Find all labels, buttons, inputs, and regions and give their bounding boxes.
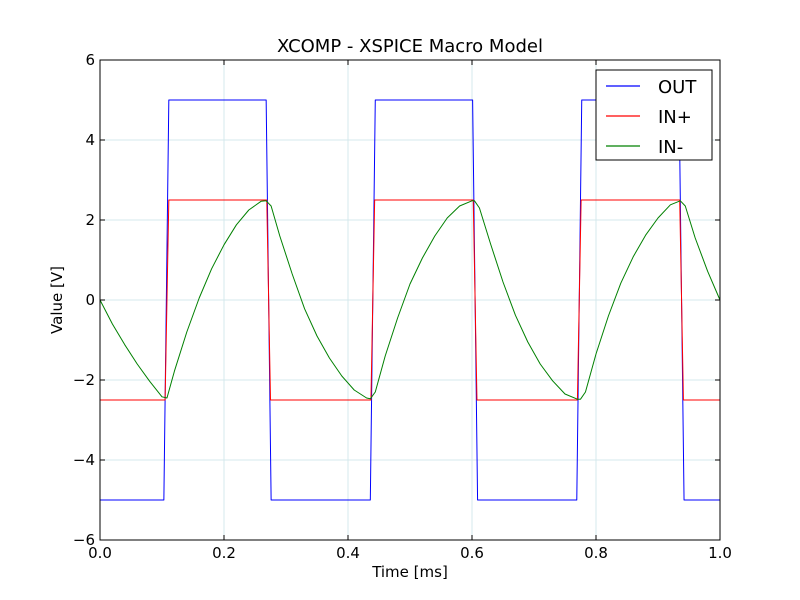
legend-label: OUT	[658, 77, 697, 98]
y-tick-label: −6	[73, 531, 95, 549]
y-tick-label: 4	[85, 131, 95, 149]
legend-label: IN+	[658, 107, 692, 128]
x-tick-label: 0.8	[584, 544, 608, 562]
y-tick-label: −2	[73, 371, 95, 389]
ticks: 0.0 0.2 0.4 0.6 0.8 1.0 −6 −4 −2 0 2 4 6	[73, 51, 732, 562]
chart-title: XCOMP - XSPICE Macro Model	[277, 36, 543, 57]
legend-label: IN-	[658, 137, 683, 158]
x-tick-label: 0.0	[88, 544, 112, 562]
series-line-in	[99, 200, 721, 400]
x-axis-label: Time [ms]	[371, 563, 448, 581]
y-tick-label: 6	[85, 51, 95, 69]
legend: OUT IN+ IN-	[595, 69, 713, 161]
legend-frame	[595, 69, 713, 161]
y-tick-label: 0	[85, 291, 95, 309]
x-tick-label: 0.2	[212, 544, 236, 562]
series-line-in	[100, 199, 720, 401]
y-tick-label: 2	[85, 211, 95, 229]
y-axis-label: Value [V]	[48, 266, 66, 334]
x-tick-label: 0.6	[460, 544, 484, 562]
y-tick-label: −4	[73, 451, 95, 469]
x-tick-label: 0.4	[336, 544, 360, 562]
x-tick-label: 1.0	[708, 544, 732, 562]
